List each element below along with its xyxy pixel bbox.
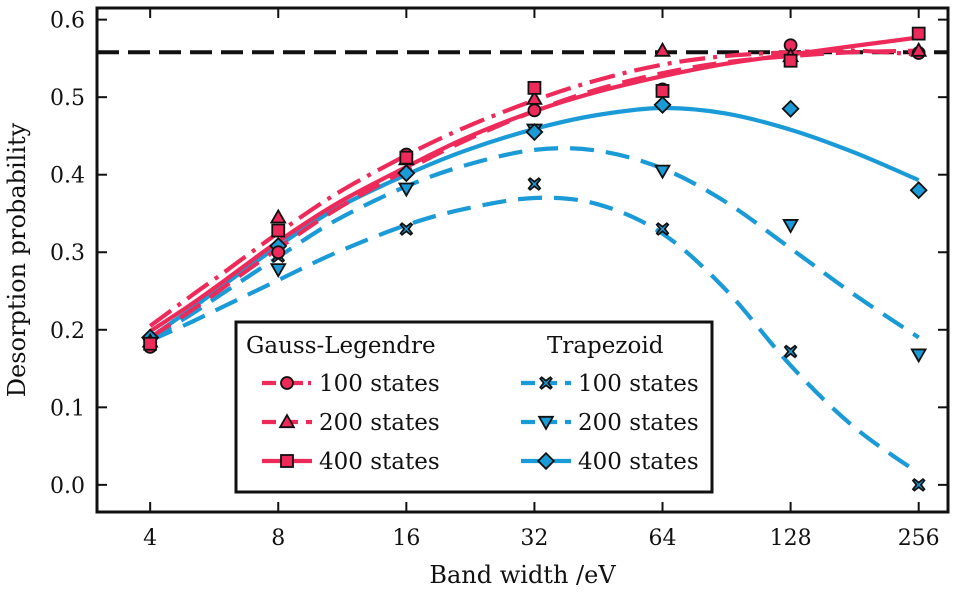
series-layer — [141, 26, 928, 492]
y-tick-label: 0.2 — [50, 319, 85, 344]
data-point-gauss-legendre-400-states — [143, 336, 158, 351]
legend-label: 400 states — [319, 449, 440, 475]
legend-entry-trapezoid-200-states: 200 states — [521, 410, 699, 436]
data-point-trapezoid-400-states — [781, 99, 800, 118]
x-tick-label: 256 — [898, 526, 940, 551]
data-point-trapezoid-100-states — [783, 344, 798, 359]
legend-label: 100 states — [319, 371, 440, 397]
series-line-gauss-legendre-400-states — [149, 35, 919, 334]
series-trapezoid-100-states — [149, 195, 920, 475]
data-point-trapezoid-200-states — [654, 164, 671, 180]
y-tick-label: 0.6 — [50, 9, 85, 34]
series-line-trapezoid-100-states — [149, 195, 920, 475]
legend-label: 200 states — [578, 410, 699, 436]
series-gauss-legendre-400-states — [149, 35, 919, 334]
legend-swatch-marker — [536, 451, 556, 471]
data-point-gauss-legendre-400-states — [271, 223, 286, 238]
data-point-trapezoid-100-states — [399, 222, 414, 236]
legend-header-trapezoid: Trapezoid — [547, 333, 664, 359]
data-point-trapezoid-200-states — [910, 348, 928, 364]
legend-label: 400 states — [578, 449, 699, 475]
data-point-trapezoid-100-states — [527, 177, 542, 191]
data-point-gauss-legendre-200-states — [654, 41, 671, 57]
legend-swatch-marker — [537, 415, 555, 431]
data-point-trapezoid-400-states — [525, 122, 544, 142]
ticks-layer: 4 8 16 32 64 128 256 0.0 0.1 0.2 0.3 0.4 0.5 0.6 — [50, 8, 948, 551]
legend-entries: 100 states 200 states 400 states 100 states… — [262, 371, 699, 475]
legend-entry-gauss-legendre-400-states: 400 states — [262, 449, 440, 475]
legend-swatch-marker — [539, 376, 553, 390]
series-points-trapezoid-400-states — [141, 95, 928, 347]
plot-frame — [95, 6, 950, 514]
x-tick-label: 16 — [392, 526, 420, 551]
data-point-gauss-legendre-400-states — [527, 80, 542, 95]
legend-entry-gauss-legendre-200-states: 200 states — [262, 410, 440, 436]
y-tick-label: 0.5 — [50, 86, 85, 111]
series-gauss-legendre-100-states — [148, 48, 919, 328]
x-axis-label: Band width /eV — [429, 561, 616, 589]
data-point-gauss-legendre-400-states — [783, 53, 798, 68]
data-point-gauss-legendre-400-states — [911, 26, 926, 41]
y-axis-label: Desorption probability — [3, 122, 31, 397]
data-point-trapezoid-400-states — [653, 95, 672, 114]
y-tick-label: 0.4 — [50, 164, 85, 189]
data-point-trapezoid-400-states — [397, 164, 416, 183]
data-point-gauss-legendre-200-states — [269, 208, 287, 224]
series-trapezoid-400-states — [148, 105, 920, 340]
y-tick-label: 0.3 — [50, 241, 85, 266]
data-point-gauss-legendre-200-states — [910, 41, 928, 57]
data-point-trapezoid-100-states — [655, 222, 670, 236]
legend: Gauss-Legendre Trapezoid 100 states 200 s… — [234, 320, 714, 494]
data-point-gauss-legendre-400-states — [655, 84, 670, 98]
x-tick-label: 32 — [520, 526, 548, 551]
data-point-gauss-legendre-200-states — [525, 90, 543, 105]
data-point-trapezoid-400-states — [909, 181, 928, 200]
x-tick-label: 4 — [143, 526, 157, 551]
legend-label: 200 states — [319, 410, 440, 436]
data-point-gauss-legendre-100-states — [271, 245, 286, 260]
data-point-trapezoid-200-states — [782, 219, 800, 234]
x-tick-label: 64 — [649, 526, 677, 551]
data-point-trapezoid-100-states — [911, 477, 926, 492]
y-tick-label: 0.1 — [50, 396, 85, 421]
data-point-gauss-legendre-400-states — [399, 150, 414, 165]
series-points-gauss-legendre-400-states — [143, 26, 926, 351]
series-line-gauss-legendre-100-states — [148, 48, 919, 328]
data-point-trapezoid-200-states — [269, 263, 287, 279]
data-point-gauss-legendre-100-states — [527, 103, 542, 118]
legend-box — [234, 320, 714, 494]
x-tick-label: 8 — [271, 526, 285, 551]
data-point-trapezoid-200-states — [397, 182, 415, 198]
legend-header-gauss-legendre: Gauss-Legendre — [246, 333, 436, 359]
legend-entry-gauss-legendre-100-states: 100 states — [262, 371, 440, 397]
x-tick-label: 128 — [770, 526, 812, 551]
legend-label: 100 states — [578, 371, 699, 397]
series-trapezoid-200-states — [149, 146, 920, 341]
legend-swatch-marker — [280, 376, 294, 390]
y-tick-label: 0.0 — [50, 474, 85, 499]
legend-swatch-marker — [278, 413, 296, 429]
legend-entry-trapezoid-100-states: 100 states — [521, 371, 699, 397]
legend-entry-trapezoid-400-states: 400 states — [521, 449, 699, 475]
series-line-trapezoid-400-states — [148, 105, 920, 340]
series-line-trapezoid-200-states — [149, 146, 920, 341]
legend-swatch-marker — [280, 454, 294, 468]
